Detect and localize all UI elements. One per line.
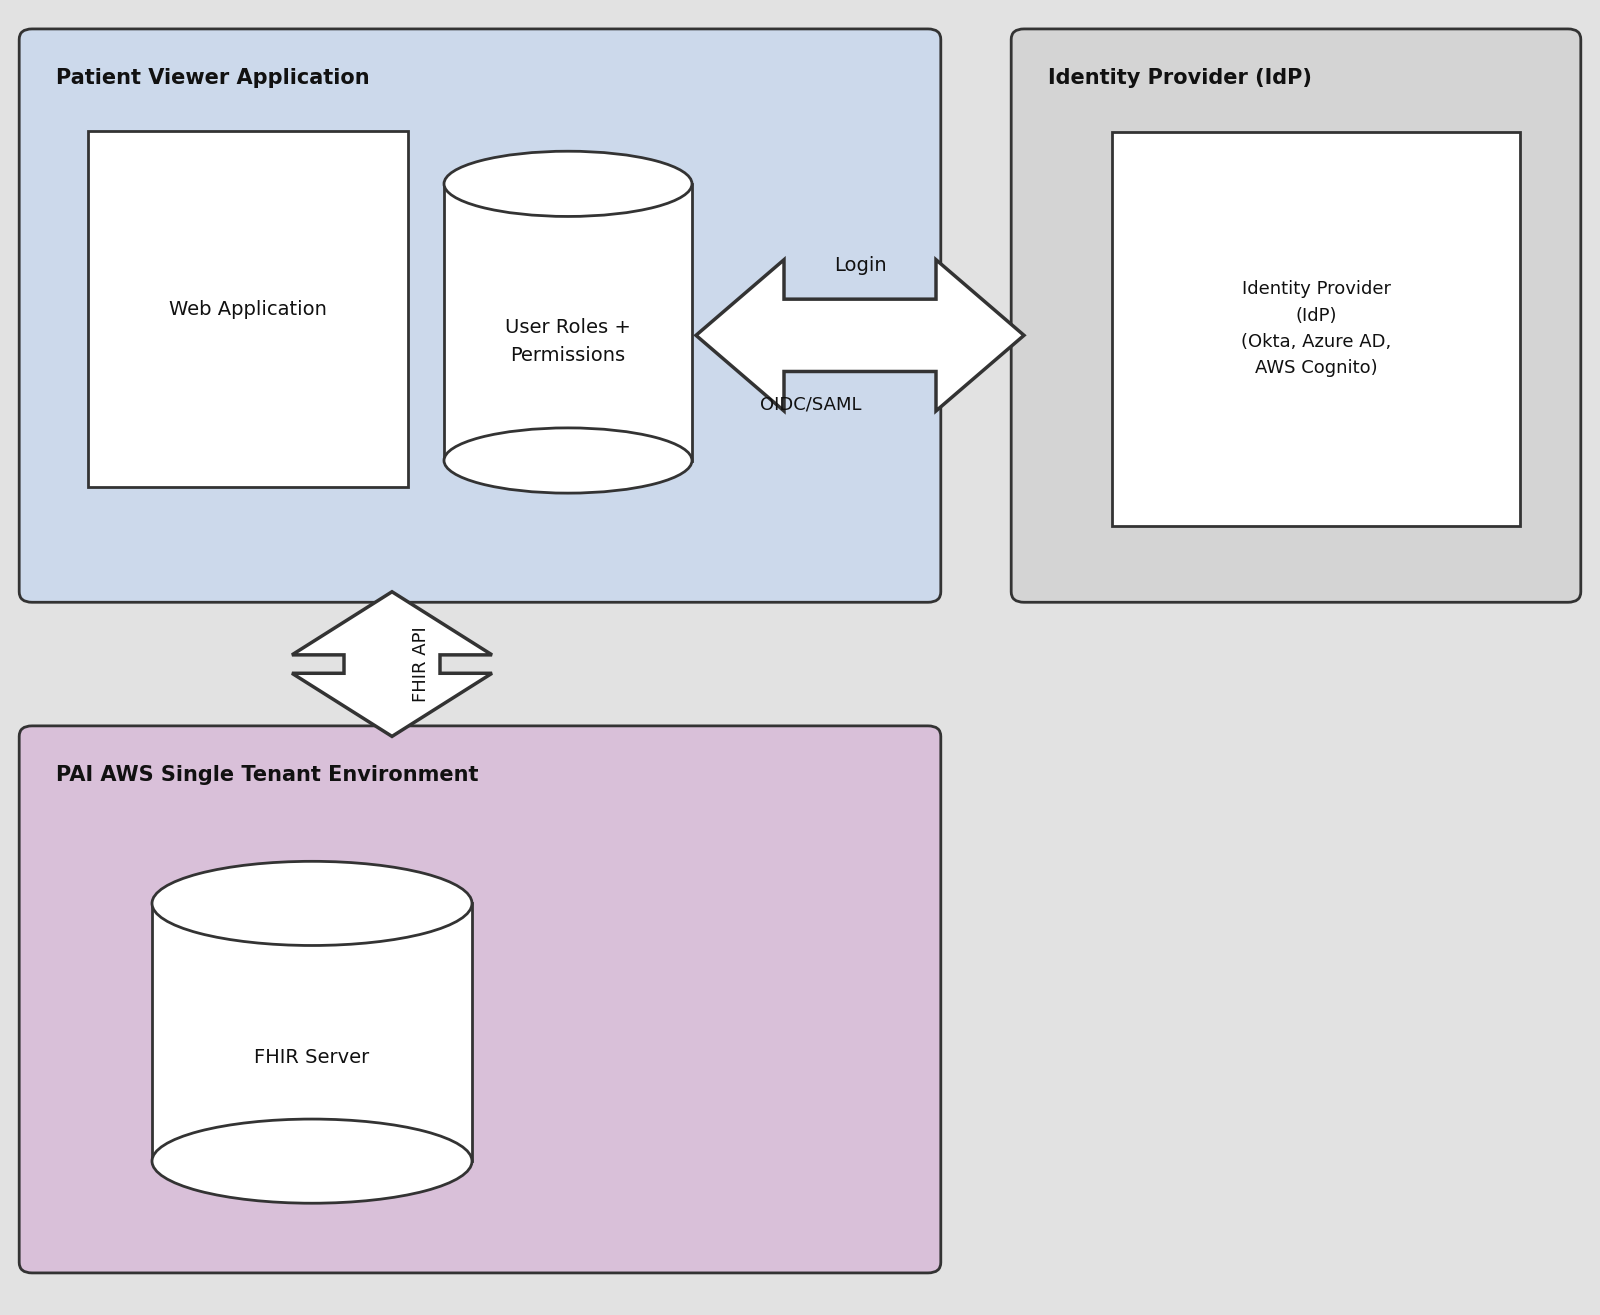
Bar xyxy=(88,132,408,487)
Text: Login: Login xyxy=(834,256,886,276)
Text: PAI AWS Single Tenant Environment: PAI AWS Single Tenant Environment xyxy=(56,765,478,785)
Text: User Roles +
Permissions: User Roles + Permissions xyxy=(506,318,630,366)
Bar xyxy=(1112,132,1520,526)
Polygon shape xyxy=(291,592,493,736)
Bar xyxy=(152,903,472,1161)
Bar xyxy=(443,184,691,460)
Text: FHIR API: FHIR API xyxy=(411,626,430,702)
Text: OIDC/SAML: OIDC/SAML xyxy=(760,396,861,413)
Text: Patient Viewer Application: Patient Viewer Application xyxy=(56,68,370,88)
Ellipse shape xyxy=(152,861,472,945)
FancyBboxPatch shape xyxy=(19,29,941,602)
Text: Identity Provider (IdP): Identity Provider (IdP) xyxy=(1048,68,1312,88)
Text: Web Application: Web Application xyxy=(170,300,326,318)
FancyBboxPatch shape xyxy=(19,726,941,1273)
FancyBboxPatch shape xyxy=(1011,29,1581,602)
Text: Identity Provider
(IdP)
(Okta, Azure AD,
AWS Cognito): Identity Provider (IdP) (Okta, Azure AD,… xyxy=(1242,280,1390,377)
Ellipse shape xyxy=(152,1119,472,1203)
Ellipse shape xyxy=(445,151,691,217)
Ellipse shape xyxy=(445,427,691,493)
Text: FHIR Server: FHIR Server xyxy=(254,1048,370,1066)
Polygon shape xyxy=(696,260,1024,410)
